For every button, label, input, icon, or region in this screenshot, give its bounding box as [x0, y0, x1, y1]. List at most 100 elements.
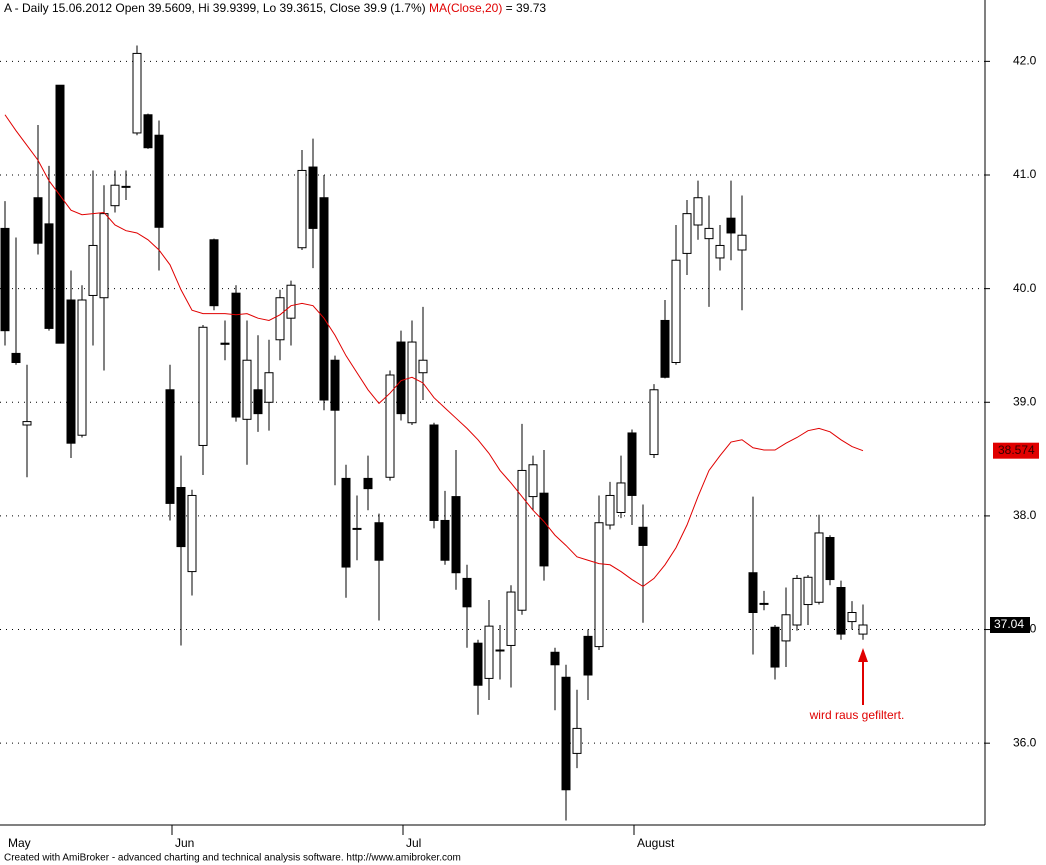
candle-body: [407, 341, 417, 424]
candle-body: [11, 352, 21, 363]
candle-body: [88, 244, 98, 296]
header-ma-name: MA(Close,20): [429, 1, 502, 15]
candle-body: [99, 213, 109, 299]
candle-body: [66, 299, 76, 444]
candle-body: [319, 197, 329, 401]
ma-value-box: [993, 442, 1039, 459]
candle-body: [594, 522, 604, 648]
candle-body: [781, 614, 791, 642]
y-tick-label: 42.0: [1013, 54, 1037, 68]
candle-body: [825, 537, 835, 581]
candle-body: [451, 496, 461, 574]
candle-body: [396, 341, 406, 415]
footer: Created with AmiBroker - advanced charti…: [4, 853, 461, 864]
candle-body: [132, 52, 142, 134]
candle-body: [550, 651, 560, 666]
candle-body: [814, 532, 824, 603]
candle-body: [143, 114, 153, 149]
candle-body: [561, 676, 571, 791]
close-value-box: [990, 617, 1030, 633]
header-ma-value: = 39.73: [506, 1, 547, 15]
candle-body: [605, 494, 615, 526]
annotation: wird raus gefiltert.: [809, 708, 905, 722]
x-tick-label: Jun: [175, 836, 194, 850]
candle-body: [341, 477, 351, 568]
candle-body: [748, 572, 758, 614]
candle-body: [429, 424, 439, 521]
candle-body: [253, 389, 263, 415]
candle-body: [649, 389, 659, 456]
y-tick-label: 41.0: [1013, 167, 1037, 181]
candle-body: [473, 642, 483, 686]
candle-body: [693, 197, 703, 226]
candle-body: [462, 577, 472, 608]
candle-body: [792, 577, 802, 626]
candle-body: [770, 626, 780, 668]
candle-body: [858, 624, 868, 635]
candle-body: [0, 227, 10, 332]
x-tick-label: Jul: [406, 836, 421, 850]
header-text: A - Daily 15.06.2012 Open 39.5609, Hi 39…: [4, 1, 426, 15]
candle-body: [187, 494, 197, 573]
candle-body: [352, 527, 362, 530]
candle-body: [209, 239, 219, 307]
candle-body: [242, 359, 252, 420]
x-tick-label: August: [637, 836, 675, 850]
ma-line: [4, 114, 864, 587]
candle-body: [176, 487, 186, 548]
annotation-arrowhead: [858, 648, 868, 662]
candle-body: [275, 297, 285, 341]
candle-body: [374, 522, 384, 561]
candle-body: [77, 299, 87, 436]
candle-body: [495, 649, 505, 652]
y-tick-label: 38.0: [1013, 508, 1037, 522]
candle-body: [231, 292, 241, 418]
candle-body: [385, 374, 395, 478]
candle-body: [759, 602, 769, 605]
candle-body: [638, 526, 648, 546]
candle-body: [616, 482, 626, 514]
candle-body: [44, 223, 54, 329]
candle-body: [264, 372, 274, 403]
candle-body: [528, 464, 538, 498]
close-value-label: 37.04: [994, 617, 1024, 631]
candle-body: [572, 727, 582, 754]
candle-body: [33, 197, 43, 244]
candle-body: [803, 576, 813, 606]
x-tick-label: May: [8, 836, 31, 850]
candle-body: [165, 389, 175, 504]
candle-body: [440, 519, 450, 561]
candle-body: [297, 169, 307, 249]
candle-body: [517, 469, 527, 611]
candle-body: [286, 284, 296, 319]
candle-body: [308, 166, 318, 229]
candle-body: [121, 185, 131, 188]
candle-body: [737, 234, 747, 251]
candle-body: [836, 587, 846, 635]
y-tick-label: 36.0: [1013, 735, 1037, 749]
candle-body: [363, 477, 373, 490]
candle-body: [55, 84, 65, 344]
candle-body: [418, 359, 428, 374]
candle-body: [330, 359, 340, 411]
candle-body: [682, 213, 692, 254]
y-tick-label: 40.0: [1013, 281, 1037, 295]
candle-body: [583, 635, 593, 676]
candle-body: [22, 421, 32, 426]
candle-body: [539, 492, 549, 567]
candle-body: [847, 612, 857, 623]
ma-value-label: 38.574: [998, 443, 1035, 457]
candle-body: [627, 432, 637, 496]
candle-body: [671, 259, 681, 363]
candle-body: [704, 227, 714, 240]
candle-body: [110, 184, 120, 207]
candle-body: [484, 625, 494, 679]
candle-body: [506, 591, 516, 646]
candle-body: [660, 319, 670, 378]
candle-body: [154, 134, 164, 228]
candle-body: [715, 244, 725, 259]
y-tick-label: 39.0: [1013, 394, 1037, 408]
